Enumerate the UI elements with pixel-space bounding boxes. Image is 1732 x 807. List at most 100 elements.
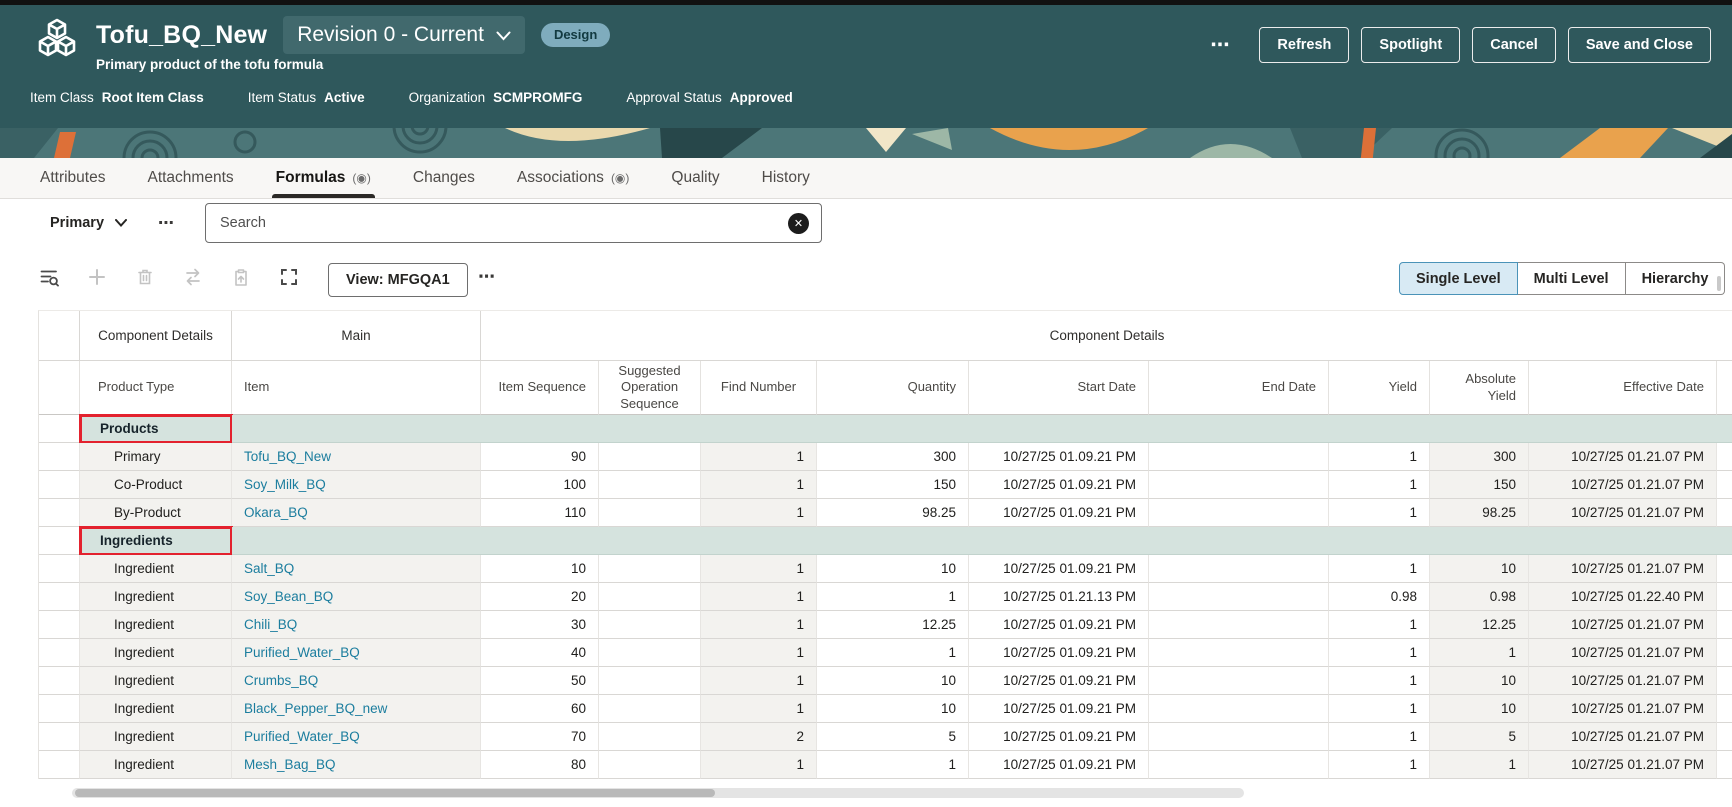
cell-quantity[interactable]: 1 (817, 639, 969, 667)
column-header-end-date[interactable]: End Date (1149, 361, 1329, 415)
multi-level-button[interactable]: Multi Level (1517, 262, 1626, 295)
cell-end-date[interactable] (1149, 443, 1329, 471)
cell-quantity[interactable]: 12.25 (817, 611, 969, 639)
save-and-close-button[interactable]: Save and Close (1567, 27, 1711, 63)
cell-suggested-operation-sequence[interactable] (599, 583, 701, 611)
cell-start-date[interactable]: 10/27/25 01.09.21 PM (969, 471, 1149, 499)
cell-start-date[interactable]: 10/27/25 01.09.21 PM (969, 723, 1149, 751)
row-header-cell[interactable] (39, 471, 80, 499)
cell-item-sequence[interactable]: 30 (481, 611, 599, 639)
cell-quantity[interactable]: 98.25 (817, 499, 969, 527)
expand-fullscreen-icon[interactable] (278, 266, 300, 288)
cell-start-date[interactable]: 10/27/25 01.09.21 PM (969, 443, 1149, 471)
tab-formulas[interactable]: Formulas (◉) (271, 158, 376, 198)
cell-suggested-operation-sequence[interactable] (599, 471, 701, 499)
cell-item-sequence[interactable]: 50 (481, 667, 599, 695)
cell-end-date[interactable] (1149, 555, 1329, 583)
row-header-cell[interactable] (39, 695, 80, 723)
view-selector-button[interactable]: View: MFGQA1 (328, 263, 468, 297)
cell-quantity[interactable]: 10 (817, 695, 969, 723)
swap-replace-icon[interactable] (182, 266, 204, 288)
column-header-quantity[interactable]: Quantity (817, 361, 969, 415)
cell-end-date[interactable] (1149, 695, 1329, 723)
toolbar-overflow-menu-icon[interactable]: ⋯ (472, 266, 502, 288)
tab-history[interactable]: History (760, 158, 812, 198)
cell-end-date[interactable] (1149, 471, 1329, 499)
item-link[interactable]: Mesh_Bag_BQ (244, 757, 336, 772)
cell-yield[interactable]: 1 (1329, 443, 1430, 471)
cell-suggested-operation-sequence[interactable] (599, 751, 701, 779)
cell-item-sequence[interactable]: 10 (481, 555, 599, 583)
refresh-button[interactable]: Refresh (1259, 27, 1350, 63)
cell-yield[interactable]: 1 (1329, 471, 1430, 499)
cell-yield[interactable]: 1 (1329, 695, 1430, 723)
cell-suggested-operation-sequence[interactable] (599, 667, 701, 695)
cell-item-sequence[interactable]: 70 (481, 723, 599, 751)
column-header-effective-date[interactable]: Effective Date (1529, 361, 1717, 415)
cell-quantity[interactable]: 1 (817, 583, 969, 611)
row-header-cell[interactable] (39, 723, 80, 751)
spotlight-button[interactable]: Spotlight (1361, 27, 1461, 63)
delete-row-icon[interactable] (134, 266, 156, 288)
cell-suggested-operation-sequence[interactable] (599, 611, 701, 639)
row-header-cell[interactable] (39, 611, 80, 639)
cell-item-sequence[interactable]: 60 (481, 695, 599, 723)
single-level-button[interactable]: Single Level (1399, 262, 1518, 295)
cell-start-date[interactable]: 10/27/25 01.09.21 PM (969, 611, 1149, 639)
item-link[interactable]: Tofu_BQ_New (244, 449, 332, 464)
cell-yield[interactable]: 1 (1329, 723, 1430, 751)
row-header-cell[interactable] (39, 583, 80, 611)
cell-start-date[interactable]: 10/27/25 01.09.21 PM (969, 695, 1149, 723)
cell-quantity[interactable]: 5 (817, 723, 969, 751)
cell-item-sequence[interactable]: 20 (481, 583, 599, 611)
cell-yield[interactable]: 1 (1329, 667, 1430, 695)
cell-item-sequence[interactable]: 90 (481, 443, 599, 471)
item-link[interactable]: Soy_Milk_BQ (244, 477, 326, 492)
item-link[interactable]: Purified_Water_BQ (244, 645, 360, 660)
horizontal-scrollbar[interactable] (72, 788, 1244, 798)
item-link[interactable]: Black_Pepper_BQ_new (244, 701, 388, 716)
row-header-cell[interactable] (39, 667, 80, 695)
tab-associations[interactable]: Associations (◉) (515, 158, 631, 198)
tab-quality[interactable]: Quality (669, 158, 721, 198)
cell-end-date[interactable] (1149, 611, 1329, 639)
row-header-cell[interactable] (39, 499, 80, 527)
cell-yield[interactable]: 1 (1329, 611, 1430, 639)
column-header-find-number[interactable]: Find Number (701, 361, 817, 415)
column-header-yield[interactable]: Yield (1329, 361, 1430, 415)
cell-quantity[interactable]: 150 (817, 471, 969, 499)
row-header-cell[interactable] (39, 443, 80, 471)
cell-start-date[interactable]: 10/27/25 01.09.21 PM (969, 639, 1149, 667)
cell-start-date[interactable]: 10/27/25 01.09.21 PM (969, 499, 1149, 527)
cell-yield[interactable]: 0.98 (1329, 583, 1430, 611)
column-header-product-type[interactable]: Product Type (80, 361, 232, 415)
item-link[interactable]: Purified_Water_BQ (244, 729, 360, 744)
column-header-start-date[interactable]: Start Date (969, 361, 1149, 415)
item-link[interactable]: Salt_BQ (244, 561, 295, 576)
item-link[interactable]: Crumbs_BQ (244, 673, 319, 688)
cell-suggested-operation-sequence[interactable] (599, 443, 701, 471)
cell-end-date[interactable] (1149, 751, 1329, 779)
cancel-button[interactable]: Cancel (1472, 27, 1556, 63)
cell-end-date[interactable] (1149, 667, 1329, 695)
filter-overflow-menu-icon[interactable]: ⋯ (152, 212, 181, 234)
cell-item-sequence[interactable]: 110 (481, 499, 599, 527)
paste-upload-icon[interactable] (230, 266, 252, 288)
add-row-icon[interactable] (86, 266, 108, 288)
cell-start-date[interactable]: 10/27/25 01.21.13 PM (969, 583, 1149, 611)
cell-quantity[interactable]: 10 (817, 555, 969, 583)
cell-item-sequence[interactable]: 100 (481, 471, 599, 499)
hierarchy-button[interactable]: Hierarchy (1625, 262, 1726, 295)
column-header-suggested-operation-sequence[interactable]: Suggested Operation Sequence (599, 361, 701, 415)
cell-start-date[interactable]: 10/27/25 01.09.21 PM (969, 555, 1149, 583)
cell-suggested-operation-sequence[interactable] (599, 695, 701, 723)
item-link[interactable]: Okara_BQ (244, 505, 308, 520)
cell-quantity[interactable]: 1 (817, 751, 969, 779)
filter-list-search-icon[interactable] (38, 266, 60, 288)
cell-item-sequence[interactable]: 80 (481, 751, 599, 779)
horizontal-scrollbar-thumb[interactable] (75, 789, 715, 797)
cell-yield[interactable]: 1 (1329, 499, 1430, 527)
item-link[interactable]: Soy_Bean_BQ (244, 589, 334, 604)
column-header-item[interactable]: Item (232, 361, 481, 415)
column-header-item-sequence[interactable]: Item Sequence (481, 361, 599, 415)
